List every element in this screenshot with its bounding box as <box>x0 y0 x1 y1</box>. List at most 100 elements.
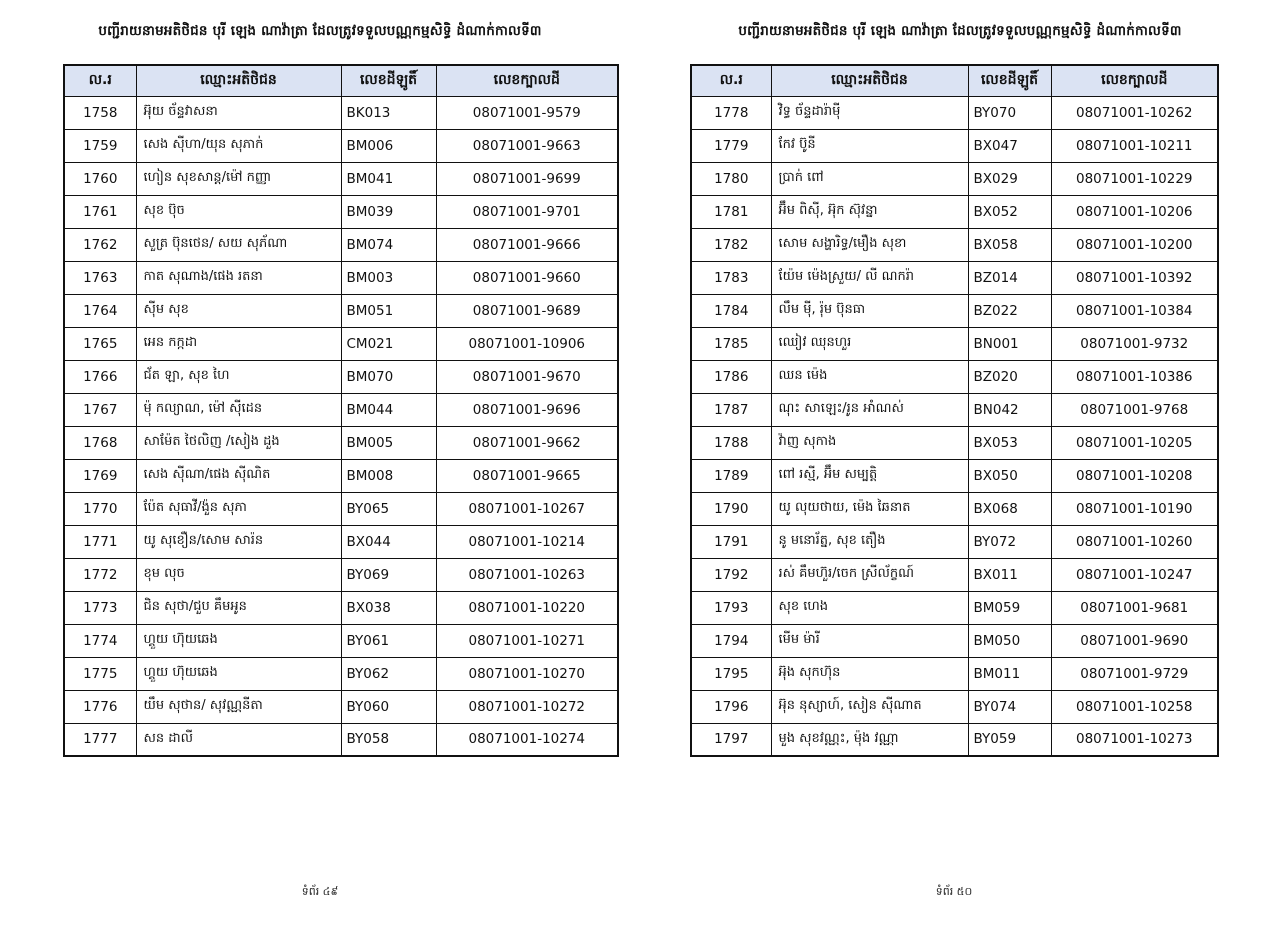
cell-lot-number: BX011 <box>967 557 1052 592</box>
cell-no: 1777 <box>63 722 137 757</box>
cell-no: 1773 <box>63 590 137 625</box>
table-row: 1775 ហ្គួយ ហ៊ុយឆេង BY062 08071001-10270 <box>63 656 619 691</box>
cell-parcel-number: 08071001-9662 <box>435 425 619 460</box>
cell-lot-number: BY062 <box>340 656 437 691</box>
page-title: បញ្ជីរាយនាមអតិថិជន បុរី ឡេង ណាវ៉ាត្រា ដែ… <box>98 23 542 39</box>
cell-lot-number: BY061 <box>340 623 437 658</box>
cell-parcel-number: 08071001-9690 <box>1050 623 1219 658</box>
cell-customer-name: ស៊ីម សុខ <box>135 293 342 328</box>
cell-lot-number: BM039 <box>340 194 437 229</box>
col-header-no: ល.រ <box>63 64 137 97</box>
cell-customer-name: សេង ស៊ីណា/ផេង ស៊ីណិត <box>135 458 342 493</box>
table-row: 1761 សុខ ប៊ុច BM039 08071001-9701 <box>63 194 619 229</box>
cell-lot-number: BM074 <box>340 227 437 262</box>
col-header-no: ល.រ <box>690 64 772 97</box>
cell-no: 1763 <box>63 260 137 295</box>
table-row: 1765 អេន កក្កដា CM021 08071001-10906 <box>63 326 619 361</box>
cell-no: 1772 <box>63 557 137 592</box>
cell-lot-number: BY059 <box>967 722 1052 757</box>
cell-lot-number: BM051 <box>340 293 437 328</box>
col-header-lot-number: លេខដីឡូតិ៍ <box>967 64 1052 97</box>
cell-customer-name: កែវ ប៊ូនី <box>770 128 969 163</box>
cell-customer-name: ប៉ែត សុធាវី/ង៉ួន សុភា <box>135 491 342 526</box>
cell-customer-name: សុខ ហេង <box>770 590 969 625</box>
cell-customer-name: សោម សង្ហារិទ្ធ/មឿង សុខា <box>770 227 969 262</box>
cell-parcel-number: 08071001-10258 <box>1050 689 1219 724</box>
cell-no: 1786 <box>690 359 772 394</box>
table-row: 1774 ហ្គួយ ហ៊ុយឆេង BY061 08071001-10271 <box>63 623 619 658</box>
cell-lot-number: BY069 <box>340 557 437 592</box>
cell-no: 1787 <box>690 392 772 427</box>
cell-parcel-number: 08071001-10906 <box>435 326 619 361</box>
cell-customer-name: សន ដាលី <box>135 722 342 757</box>
table-row: 1788 វ៉ាញ សុកាង BX053 08071001-10205 <box>690 425 1219 460</box>
cell-customer-name: យ៉ែម ម៉េងស្រួយ/ លី ណករ៉ា <box>770 260 969 295</box>
cell-lot-number: BY070 <box>967 95 1052 130</box>
cell-parcel-number: 08071001-10273 <box>1050 722 1219 757</box>
table-row: 1789 ពៅ រស្មី, អ៊ឹម សម្បត្តិ BX050 08071… <box>690 458 1219 493</box>
table-row: 1794 មើម ម៉ារី BM050 08071001-9690 <box>690 623 1219 658</box>
cell-parcel-number: 08071001-9696 <box>435 392 619 427</box>
cell-customer-name: ពៅ រស្មី, អ៊ឹម សម្បត្តិ <box>770 458 969 493</box>
cell-customer-name: ឈន ម៉េង <box>770 359 969 394</box>
cell-no: 1774 <box>63 623 137 658</box>
cell-customer-name: ហ្គួយ ហ៊ុយឆេង <box>135 656 342 691</box>
table-row: 1759 សេង ស៊ីហា/យុន សុភាក់ BM006 08071001… <box>63 128 619 163</box>
table-row: 1778 វិទ្ធ ច័ន្ទដារ៉ាម៉ី BY070 08071001-… <box>690 95 1219 130</box>
cell-lot-number: BN001 <box>967 326 1052 361</box>
cell-no: 1765 <box>63 326 137 361</box>
cell-lot-number: BX050 <box>967 458 1052 493</box>
cell-parcel-number: 08071001-10229 <box>1050 161 1219 196</box>
table-row: 1785 ឈៀវ ឈុនហួរ BN001 08071001-9732 <box>690 326 1219 361</box>
cell-parcel-number: 08071001-10386 <box>1050 359 1219 394</box>
cell-customer-name: លឹម ម៉ី, រ៉ុម ប៊ុនធា <box>770 293 969 328</box>
cell-lot-number: BX044 <box>340 524 437 559</box>
cell-customer-name: យឹម សុថាន/ សុវណ្ណនីតា <box>135 689 342 724</box>
cell-parcel-number: 08071001-10384 <box>1050 293 1219 328</box>
cell-parcel-number: 08071001-10214 <box>435 524 619 559</box>
table-row: 1779 កែវ ប៊ូនី BX047 08071001-10211 <box>690 128 1219 163</box>
cell-lot-number: BN042 <box>967 392 1052 427</box>
table-row: 1782 សោម សង្ហារិទ្ធ/មឿង សុខា BX058 08071… <box>690 227 1219 262</box>
cell-lot-number: BX052 <box>967 194 1052 229</box>
cell-customer-name: ប្រាក់ ពៅ <box>770 161 969 196</box>
cell-customer-name: ហៀន សុខសាន្ត/ម៉ៅ កញ្ញា <box>135 161 342 196</box>
table-row: 1768 សាម៉ែត ថៃលិញ /សៀង ដួង BM005 0807100… <box>63 425 619 460</box>
cell-no: 1775 <box>63 656 137 691</box>
page-title: បញ្ជីរាយនាមអតិថិជន បុរី ឡេង ណាវ៉ាត្រា ដែ… <box>738 23 1182 39</box>
page-right: បញ្ជីរាយនាមអតិថិជន បុរី ឡេង ណាវ៉ាត្រា ដែ… <box>640 0 1280 949</box>
table-row: 1777 សន ដាលី BY058 08071001-10274 <box>63 722 619 757</box>
cell-customer-name: សេង ស៊ីហា/យុន សុភាក់ <box>135 128 342 163</box>
cell-customer-name: យូ លុយថាយ, ម៉េង ឆៃនាត <box>770 491 969 526</box>
cell-lot-number: BX053 <box>967 425 1052 460</box>
cell-customer-name: ម៉ុ កល្យាណ, ម៉ៅ ស៊ីដេន <box>135 392 342 427</box>
cell-lot-number: BX038 <box>340 590 437 625</box>
cell-lot-number: BY065 <box>340 491 437 526</box>
cell-lot-number: BY074 <box>967 689 1052 724</box>
table-row: 1763 កាត សុណាង/ផេង រតនា BM003 08071001-9… <box>63 260 619 295</box>
cell-parcel-number: 08071001-9660 <box>435 260 619 295</box>
cell-no: 1796 <box>690 689 772 724</box>
table-row: 1796 អ៊ុន នុស្យាហ៍, សៀន ស៊ីណាត BY074 080… <box>690 689 1219 724</box>
cell-lot-number: CM021 <box>340 326 437 361</box>
cell-no: 1797 <box>690 722 772 757</box>
cell-parcel-number: 08071001-10267 <box>435 491 619 526</box>
cell-customer-name: ហ្គួយ ហ៊ុយឆេង <box>135 623 342 658</box>
cell-no: 1785 <box>690 326 772 361</box>
cell-no: 1790 <box>690 491 772 526</box>
cell-no: 1768 <box>63 425 137 460</box>
cell-customer-name: ឈៀវ ឈុនហួរ <box>770 326 969 361</box>
cell-lot-number: BX068 <box>967 491 1052 526</box>
cell-parcel-number: 08071001-9729 <box>1050 656 1219 691</box>
customer-table-left: ល.រ ឈ្មោះអតិថិជន លេខដីឡូតិ៍ លេខក្បាលដី 1… <box>63 64 619 757</box>
table-row: 1783 យ៉ែម ម៉េងស្រួយ/ លី ណករ៉ា BZ014 0807… <box>690 260 1219 295</box>
cell-customer-name: អ៊ុង សុកហ៊ុន <box>770 656 969 691</box>
table-row: 1760 ហៀន សុខសាន្ត/ម៉ៅ កញ្ញា BM041 080710… <box>63 161 619 196</box>
cell-no: 1788 <box>690 425 772 460</box>
col-header-parcel-number: លេខក្បាលដី <box>435 64 619 97</box>
cell-parcel-number: 08071001-10274 <box>435 722 619 757</box>
cell-lot-number: BM050 <box>967 623 1052 658</box>
cell-parcel-number: 08071001-10271 <box>435 623 619 658</box>
cell-no: 1784 <box>690 293 772 328</box>
page-number: ទំព័រ ៤៩ <box>301 885 339 898</box>
